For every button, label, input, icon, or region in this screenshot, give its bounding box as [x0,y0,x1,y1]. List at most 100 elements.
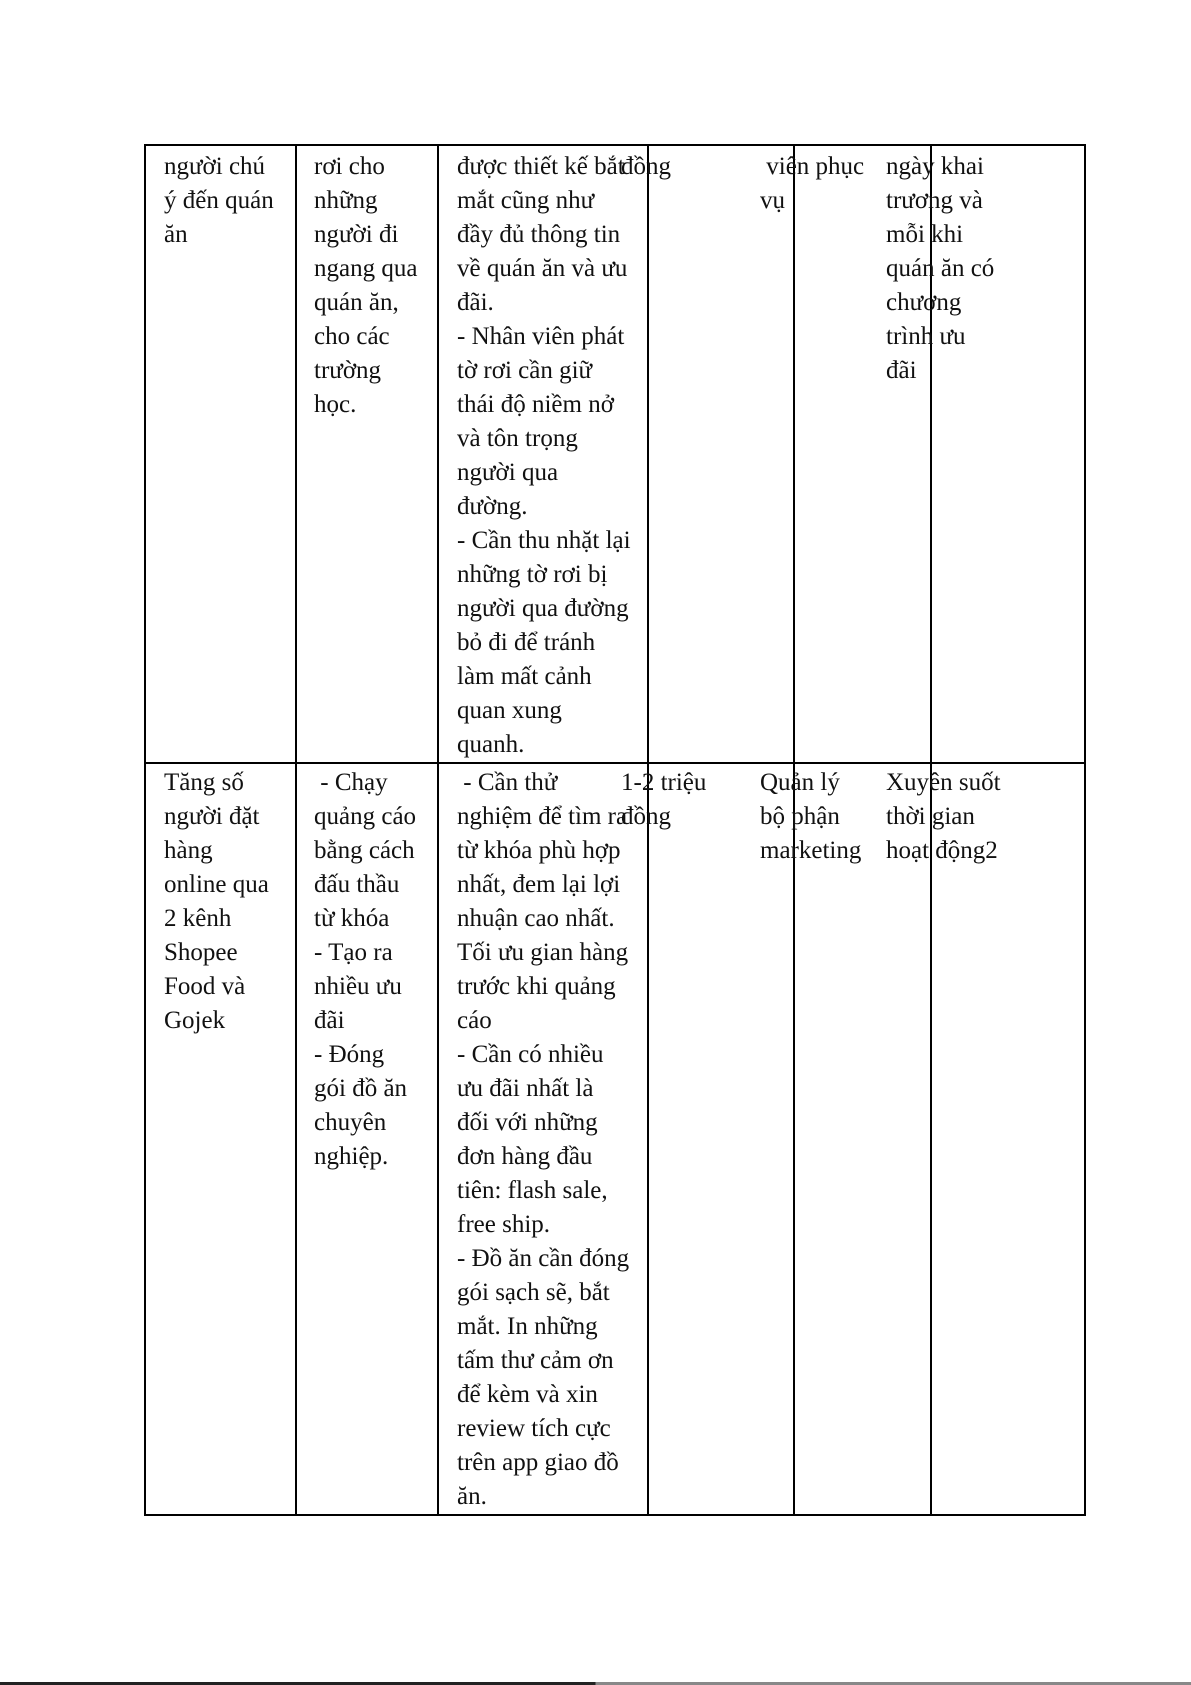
cell-text-line: làm mất cảnh [457,663,592,690]
cell-text-line: - Chạy [314,769,388,796]
cell-text-line: quanh. [457,731,525,758]
cell-text-line: - Đồ ăn cần đóng [457,1245,630,1272]
cell-text-line: cáo [457,1007,492,1034]
cell-text-line: - Cần có nhiều [457,1041,604,1068]
cell-text-line: hàng [164,837,213,864]
cell-text-line: về quán ăn và ưu [457,255,628,282]
cell-text-line: - Đóng [314,1041,385,1068]
cell-text-line: quán ăn, [314,289,399,316]
table-cell: Xuyên suốt thời gian hoạt động2 [886,766,1001,868]
cell-text-line: review tích cực [457,1415,611,1442]
table-cell: - Cần thử nghiệm để tìm ra từ khóa phù hợp… [457,766,629,1514]
cell-text-line: người đặt [164,803,260,830]
cell-text-line: 2 kênh [164,905,232,932]
page-bottom-edge [0,1682,1191,1685]
cell-text-line: free ship. [457,1211,551,1238]
cell-text-line: bỏ đi để tránh [457,629,596,656]
cell-text-line: được thiết kế bắt [457,153,625,180]
cell-text-line: ý đến quán [164,187,274,214]
cell-text-line: quan xung [457,697,562,724]
cell-text-line: 1-2 triệu [621,769,707,796]
cell-text-line: mắt cũng như [457,187,595,214]
cell-text-line: mỗi khi [886,221,964,248]
cell-text-line: người qua đường [457,595,629,622]
cell-text-line: marketing [760,837,862,864]
cell-text-line: người qua [457,459,559,486]
cell-text-line: vụ [760,187,785,214]
cell-text-line: thái độ niềm nở [457,391,614,418]
cell-text-line: online qua [164,871,269,898]
cell-text-line: thời gian [886,803,975,830]
cell-text-line: ngang qua [314,255,418,282]
cell-text-line: từ khóa phù hợp [457,837,621,864]
table-cell: - Chạy quảng cáo bằng cách đấu thầu từ khóa -… [314,766,416,1174]
cell-text-line: ngày khai [886,153,984,180]
cell-text-line: nhất, đem lại lợi [457,871,621,898]
cell-text-line: người chú [164,153,266,180]
cell-text-line: đồng [621,803,671,830]
cell-text-line: gói đồ ăn [314,1075,408,1102]
cell-text-line: Xuyên suốt [886,769,1001,796]
column-divider [793,146,795,1514]
cell-text-line: trước khi quảng [457,973,616,1000]
cell-text-line: viên phục [760,153,865,180]
cell-text-line: đối với những [457,1109,598,1136]
cell-text-line: Tăng số [164,769,244,796]
table-cell: Quản lý bộ phận marketing [760,766,861,868]
cell-text-line: những tờ rơi bị [457,561,608,588]
cell-text-line: nhiều ưu [314,973,402,1000]
cell-text-line: nghiệp. [314,1143,389,1170]
cell-text-line: học. [314,391,357,418]
table-cell: Tăng số người đặt hàng online qua 2 kênh Shop… [164,766,269,1038]
cell-text-line: Tối ưu gian hàng [457,939,629,966]
cell-text-line: chương [886,289,962,316]
cell-text-line: ưu đãi nhất là [457,1075,594,1102]
cell-text-line: cho các [314,323,390,350]
plan-table: người chú ý đến quán ăn rơi cho những người đ… [144,144,1086,1516]
cell-text-line: Gojek [164,1007,226,1034]
cell-text-line: trường [314,357,382,384]
cell-text-line: mắt. In những [457,1313,598,1340]
cell-text-line: - Cần thử [457,769,558,796]
table-cell: ngày khai trương và mỗi khi quán ăn có chươn… [886,150,994,388]
cell-text-line: đơn hàng đầu [457,1143,593,1170]
cell-text-line: gói sạch sẽ, bắt [457,1279,610,1306]
cell-text-line: từ khóa [314,905,390,932]
cell-text-line: chuyên [314,1109,387,1136]
cell-text-line: trên app giao đồ [457,1449,619,1476]
cell-text-line: và tôn trọng [457,425,578,452]
table-cell: được thiết kế bắt mắt cũng như đầy đủ thôn… [457,150,631,762]
cell-text-line: những [314,187,378,214]
row-divider [146,762,1084,764]
cell-text-line: đãi [314,1007,345,1034]
cell-text-line: - Tạo ra [314,939,393,966]
cell-text-line: ăn. [457,1483,487,1510]
column-divider [295,146,297,1514]
cell-text-line: hoạt động2 [886,837,998,864]
cell-text-line: quán ăn có [886,255,995,282]
cell-text-line: trình ưu [886,323,966,350]
column-divider [437,146,439,1514]
table-cell: viên phục vụ [760,150,864,218]
cell-text-line: đãi. [457,289,494,316]
cell-text-line: quảng cáo [314,803,417,830]
cell-text-line: Quản lý [760,769,840,796]
cell-text-line: nghiệm để tìm ra [457,803,628,830]
cell-text-line: tiên: flash sale, [457,1177,608,1204]
cell-text-line: đấu thầu [314,871,400,898]
cell-text-line: ăn [164,221,188,248]
cell-text-line: đãi [886,357,917,384]
column-divider [930,146,932,1514]
cell-text-line: bằng cách [314,837,415,864]
cell-text-line: - Cần thu nhặt lại [457,527,631,554]
cell-text-line: đồng [621,153,671,180]
cell-text-line: rơi cho [314,153,385,180]
cell-text-line: nhuận cao nhất. [457,905,615,932]
table-cell: rơi cho những người đi ngang qua quán ăn, cho… [314,150,417,422]
cell-text-line: đầy đủ thông tin [457,221,621,248]
cell-text-line: tấm thư cảm ơn [457,1347,614,1374]
cell-text-line: tờ rơi cần giữ [457,357,593,384]
table-cell: người chú ý đến quán ăn [164,150,274,252]
cell-text-line: Shopee [164,939,238,966]
cell-text-line: người đi [314,221,399,248]
